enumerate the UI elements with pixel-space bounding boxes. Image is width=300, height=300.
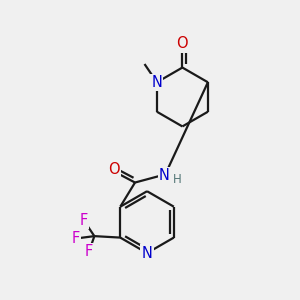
Text: F: F bbox=[85, 244, 93, 259]
Text: O: O bbox=[177, 37, 188, 52]
Text: H: H bbox=[172, 172, 181, 185]
Text: N: N bbox=[159, 168, 170, 183]
Text: N: N bbox=[152, 75, 162, 90]
Text: F: F bbox=[80, 213, 88, 228]
Text: F: F bbox=[72, 231, 80, 246]
Text: O: O bbox=[108, 162, 120, 177]
Text: N: N bbox=[142, 246, 152, 261]
